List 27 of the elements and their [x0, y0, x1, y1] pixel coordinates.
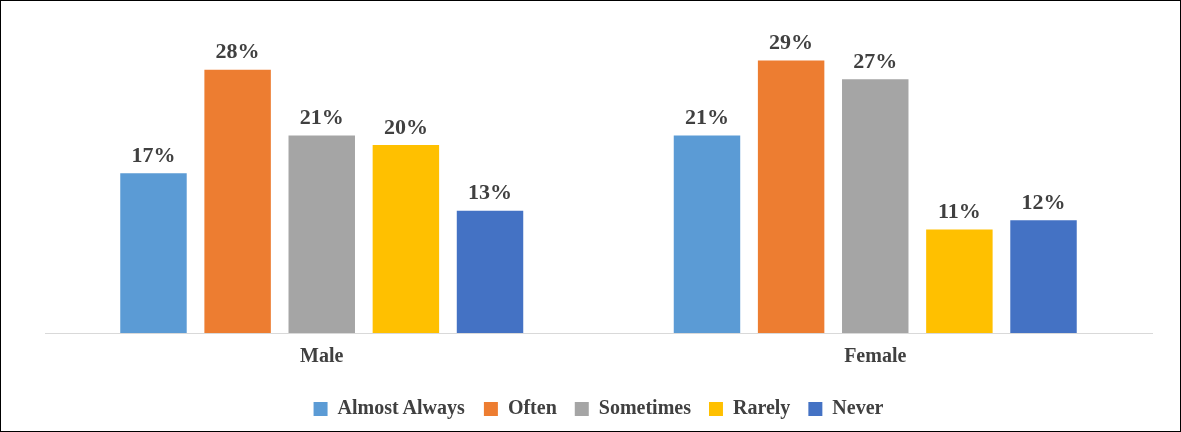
data-label: 21% [299, 104, 344, 130]
x-tick-label: Female [844, 344, 907, 367]
data-label: 21% [684, 104, 729, 130]
legend-label: Never [832, 396, 884, 419]
data-label: 12% [1021, 188, 1066, 214]
data-label: 17% [131, 141, 176, 167]
legend-label: Often [507, 396, 557, 419]
legend-label: Almost Always [337, 396, 466, 420]
data-label: 11% [937, 198, 981, 224]
bar [372, 145, 440, 333]
data-label: 20% [383, 113, 428, 139]
data-label: 27% [853, 47, 898, 73]
data-label: 28% [215, 38, 260, 64]
bar [456, 210, 524, 333]
bar [1010, 220, 1077, 333]
bar [842, 79, 909, 333]
bar [204, 69, 271, 333]
legend-label: Sometimes [598, 396, 692, 419]
data-label: 13% [468, 179, 513, 205]
bar [120, 173, 187, 333]
bar [288, 135, 355, 333]
bar [926, 229, 993, 333]
bar [757, 60, 825, 333]
legend-label: Rarely [732, 396, 791, 420]
bar [673, 135, 741, 333]
data-label: 29% [769, 29, 814, 55]
x-tick-label: Male [300, 344, 344, 367]
